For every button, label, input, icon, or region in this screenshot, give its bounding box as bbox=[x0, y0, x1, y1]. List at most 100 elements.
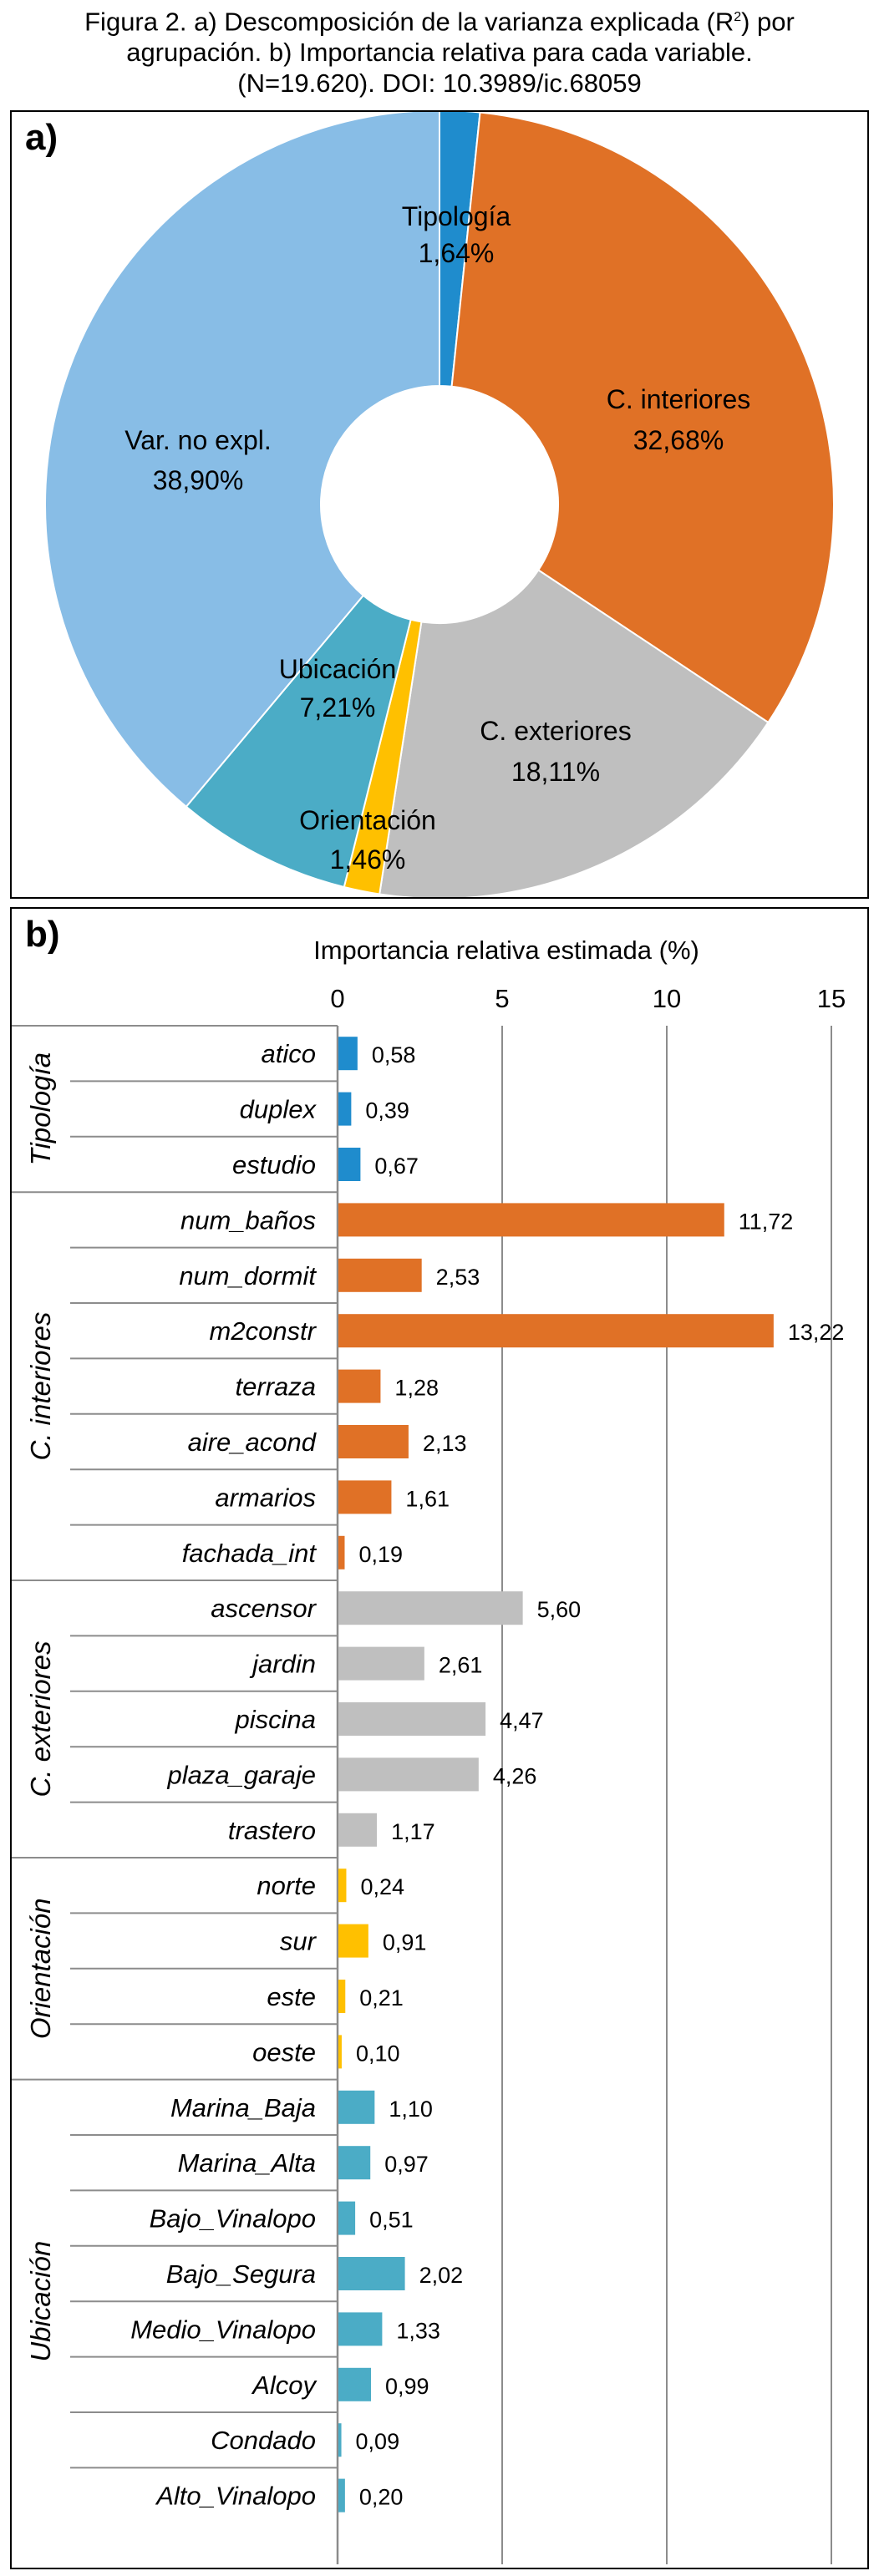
data-label-marina-baja: 1,10 bbox=[389, 2097, 433, 2122]
data-label-medio-vinalopo: 1,33 bbox=[396, 2318, 440, 2343]
category-label-condado: Condado bbox=[211, 2426, 316, 2455]
figure-caption: Figura 2. a) Descomposición de la varian… bbox=[0, 2, 879, 99]
data-label-plaza-garaje: 4,26 bbox=[493, 1763, 537, 1788]
category-label-armarios: armarios bbox=[215, 1483, 316, 1512]
panel-b-label: b) bbox=[25, 914, 60, 955]
data-label-condado: 0,09 bbox=[356, 2429, 400, 2454]
data-label-norte: 0,24 bbox=[360, 1874, 404, 1899]
category-label-oeste: oeste bbox=[252, 2037, 316, 2066]
category-label-trastero: trastero bbox=[228, 1816, 316, 1845]
category-label-marina-baja: Marina_Baja bbox=[170, 2093, 316, 2122]
bar-m2constr bbox=[338, 1314, 774, 1348]
bar-num-banos bbox=[338, 1203, 724, 1237]
bar-norte bbox=[338, 1869, 347, 1903]
data-label-fachada-int: 0,19 bbox=[358, 1542, 403, 1567]
data-label-bajo-segura: 2,02 bbox=[419, 2263, 464, 2288]
slice-c-interiores bbox=[450, 111, 835, 724]
caption-line-2: agrupación. b) Importancia relativa para… bbox=[126, 38, 753, 68]
category-label-atico: atico bbox=[262, 1039, 316, 1068]
bar-oeste bbox=[338, 2035, 342, 2069]
bar-num-dormit bbox=[338, 1258, 422, 1292]
slice-value-tipologia: 1,64% bbox=[419, 238, 495, 268]
category-label-plaza-garaje: plaza_garaje bbox=[166, 1760, 316, 1789]
x-tick-label-0: 0 bbox=[330, 984, 344, 1013]
caption-line-1: Figura 2. a) Descomposición de la varian… bbox=[0, 2, 879, 37]
category-label-aire-acond: aire_acond bbox=[188, 1427, 318, 1457]
bar-marina-baja bbox=[338, 2090, 375, 2124]
data-label-bajo-vinalopo: 0,51 bbox=[369, 2208, 414, 2233]
data-label-sur: 0,91 bbox=[383, 1930, 427, 1955]
data-label-atico: 0,58 bbox=[372, 1042, 416, 1067]
donut-slices bbox=[44, 109, 835, 900]
panel-b-bars: b) Importancia relativa estimada (%) 0 5 10… bbox=[10, 907, 869, 2569]
bar-plaza-garaje bbox=[338, 1757, 479, 1792]
category-label-marina-alta: Marina_Alta bbox=[178, 2148, 316, 2178]
bar-armarios bbox=[338, 1480, 392, 1514]
category-label-sur: sur bbox=[280, 1927, 318, 1956]
slice-value-c-exteriores: 18,11% bbox=[511, 757, 600, 787]
category-label-fachada-int: fachada_int bbox=[182, 1539, 318, 1568]
bar-jardin bbox=[338, 1646, 424, 1681]
bar-ascensor bbox=[338, 1591, 523, 1625]
data-label-estudio: 0,67 bbox=[374, 1154, 419, 1179]
bar-rows: atico 0,58 duplex 0,39 estudio 0,67 Tipología n… bbox=[12, 1025, 845, 2513]
data-label-aire-acond: 2,13 bbox=[423, 1431, 467, 1456]
slice-var-no-expl bbox=[44, 109, 440, 809]
group-label-c-exteriores: C. exteriores bbox=[25, 1640, 56, 1797]
panel-a-label: a) bbox=[25, 117, 58, 158]
donut-labels: Tipología 1,64% C. interiores 32,68% C. exte… bbox=[124, 201, 750, 875]
data-label-num-banos: 11,72 bbox=[739, 1209, 794, 1234]
slice-label-c-interiores: C. interiores bbox=[607, 384, 751, 414]
category-label-medio-vinalopo: Medio_Vinalopo bbox=[130, 2315, 316, 2344]
category-label-bajo-segura: Bajo_Segura bbox=[166, 2259, 316, 2289]
caption-line-3: (N=19.620). DOI: 10.3989/ic.68059 bbox=[237, 68, 642, 99]
caption-line-1-text: Figura 2. a) Descomposición de la varian… bbox=[84, 7, 734, 37]
data-label-alto-vinalopo: 0,20 bbox=[359, 2485, 404, 2510]
category-label-norte: norte bbox=[257, 1871, 316, 1900]
data-label-marina-alta: 0,97 bbox=[384, 2152, 429, 2177]
data-label-alcoy: 0,99 bbox=[385, 2374, 429, 2399]
group-label-orientacion: Orientación bbox=[25, 1898, 56, 2039]
bar-marina-alta bbox=[338, 2146, 371, 2180]
category-label-alcoy: Alcoy bbox=[251, 2371, 318, 2400]
category-label-alto-vinalopo: Alto_Vinalopo bbox=[155, 2482, 316, 2511]
bar-chart: Importancia relativa estimada (%) 0 5 10 15 a… bbox=[12, 936, 846, 2564]
slice-value-c-interiores: 32,68% bbox=[633, 425, 724, 455]
category-label-estudio: estudio bbox=[232, 1150, 316, 1179]
bar-aire-acond bbox=[338, 1425, 409, 1458]
bar-atico bbox=[338, 1037, 358, 1071]
x-axis: 0 5 10 15 bbox=[330, 984, 846, 2564]
bar-fachada-int bbox=[338, 1535, 345, 1569]
category-label-ascensor: ascensor bbox=[211, 1594, 317, 1623]
x-tick-label-5: 5 bbox=[495, 984, 509, 1013]
category-label-num-dormit: num_dormit bbox=[179, 1261, 317, 1291]
bar-duplex bbox=[338, 1092, 352, 1126]
caption-superscript: 2 bbox=[734, 10, 742, 24]
category-label-num-banos: num_baños bbox=[180, 1205, 316, 1235]
slice-label-orientacion: Orientación bbox=[299, 805, 436, 835]
slice-label-c-exteriores: C. exteriores bbox=[480, 716, 631, 746]
bar-alto-vinalopo bbox=[338, 2478, 345, 2513]
slice-value-var-no-expl: 38,90% bbox=[153, 465, 244, 495]
x-tick-label-15: 15 bbox=[817, 984, 846, 1013]
category-label-este: este bbox=[267, 1982, 316, 2011]
x-tick-label-10: 10 bbox=[653, 984, 681, 1013]
category-label-duplex: duplex bbox=[240, 1095, 318, 1124]
category-label-jardin: jardin bbox=[249, 1650, 316, 1679]
data-label-piscina: 4,47 bbox=[500, 1708, 544, 1733]
bar-piscina bbox=[338, 1702, 486, 1736]
group-label-c-interiores: C. interiores bbox=[25, 1312, 56, 1461]
bar-terraza bbox=[338, 1369, 381, 1403]
slice-label-var-no-expl: Var. no expl. bbox=[124, 425, 272, 455]
bar-bajo-segura bbox=[338, 2257, 405, 2290]
bar-alcoy bbox=[338, 2367, 372, 2401]
slice-label-tipologia: Tipología bbox=[402, 201, 511, 231]
data-label-duplex: 0,39 bbox=[365, 1098, 409, 1123]
data-label-oeste: 0,10 bbox=[356, 2041, 400, 2066]
category-label-terraza: terraza bbox=[236, 1372, 316, 1402]
slice-value-orientacion: 1,46% bbox=[330, 844, 406, 875]
data-label-m2constr: 13,22 bbox=[788, 1320, 845, 1345]
slice-ubicacion bbox=[185, 594, 412, 889]
bar-bajo-vinalopo bbox=[338, 2201, 356, 2235]
category-label-piscina: piscina bbox=[235, 1705, 317, 1734]
